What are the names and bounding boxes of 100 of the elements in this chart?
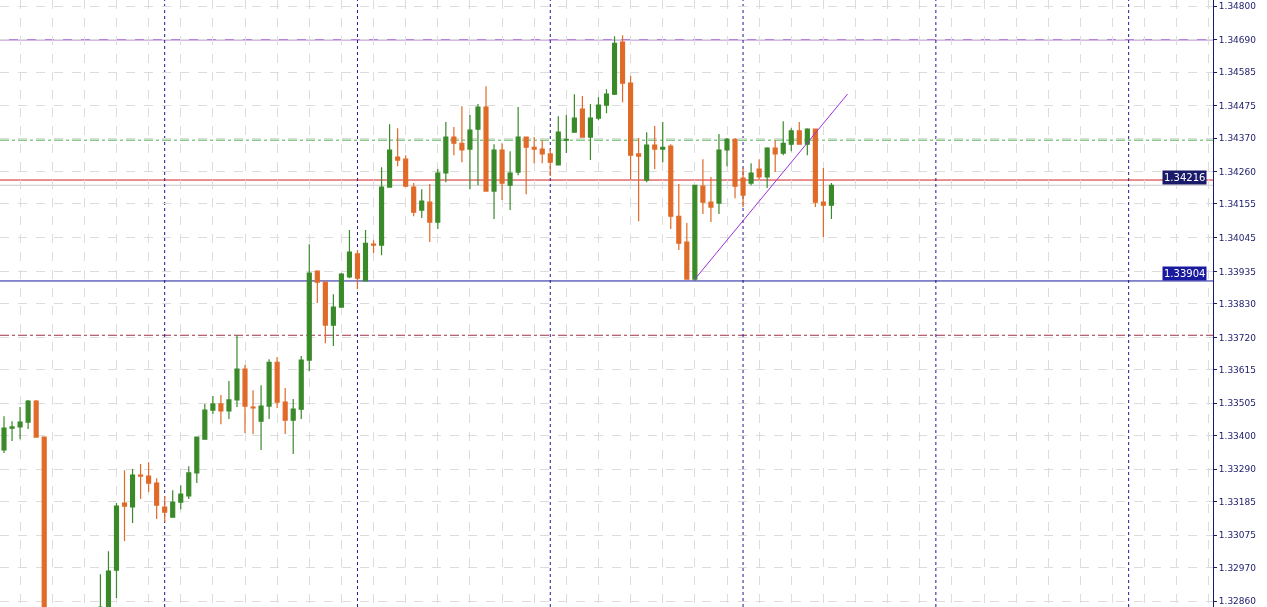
y-tick-label: 1.34045	[1218, 232, 1257, 243]
candlestick	[724, 137, 730, 167]
candlestick	[290, 398, 296, 455]
candlestick	[636, 137, 642, 222]
candlestick	[282, 387, 288, 435]
y-tick-label: 1.33830	[1218, 298, 1257, 309]
candlestick	[266, 358, 272, 420]
candlestick	[708, 176, 714, 223]
ref-line-label: 1.33904	[1164, 268, 1206, 279]
candlestick	[362, 229, 369, 282]
y-tick-label: 1.34475	[1218, 100, 1257, 111]
candlestick	[1, 415, 7, 454]
y-tick-label: 1.33720	[1218, 332, 1257, 343]
candlestick	[515, 106, 521, 176]
candlestick	[668, 143, 674, 230]
candlestick	[748, 162, 754, 186]
candlestick	[828, 182, 834, 220]
candlestick	[427, 183, 433, 243]
candlestick	[210, 395, 216, 415]
candlestick	[475, 103, 481, 186]
candlestick	[644, 131, 650, 183]
candlestick	[338, 272, 344, 308]
candlestick	[483, 85, 489, 192]
y-tick-label: 1.33505	[1218, 398, 1257, 409]
candlestick	[764, 146, 770, 189]
candlestick	[113, 502, 120, 599]
candlestick	[716, 133, 722, 215]
candlestick	[330, 293, 336, 347]
candlestick	[700, 158, 706, 215]
candlestick	[129, 468, 136, 524]
candlestick	[620, 34, 626, 103]
candlestick	[162, 495, 168, 523]
candlestick	[451, 126, 457, 156]
candlestick	[579, 95, 585, 138]
candlestick	[298, 355, 304, 420]
candlestick	[17, 406, 23, 440]
candlestick	[379, 166, 385, 256]
candlestick	[138, 463, 144, 500]
candlestick	[595, 96, 602, 121]
candlestick	[419, 188, 425, 219]
candlestick	[274, 356, 280, 409]
candlestick	[97, 573, 103, 607]
candlestick	[154, 477, 160, 520]
candlestick	[33, 399, 39, 438]
ref-line-label: 1.34216	[1164, 172, 1206, 183]
y-tick-label: 1.33075	[1218, 530, 1257, 541]
candlestick	[587, 103, 593, 161]
candlestick	[202, 403, 208, 440]
candlestick	[242, 364, 248, 434]
y-tick-label: 1.34260	[1218, 166, 1257, 177]
candlestick	[170, 489, 176, 518]
candlestick	[732, 137, 738, 199]
candlestick	[812, 128, 818, 208]
y-tick-label: 1.34155	[1218, 199, 1257, 210]
candlestick	[547, 148, 553, 177]
candlestick	[788, 127, 794, 152]
candlestick	[258, 384, 264, 451]
candlestick	[354, 249, 361, 290]
candlestick	[531, 136, 537, 164]
candlestick	[772, 139, 778, 173]
candlestick	[507, 150, 513, 211]
candlestick	[499, 142, 505, 201]
candlestick	[684, 222, 690, 280]
candlestick	[234, 334, 240, 408]
y-tick-label: 1.34800	[1218, 1, 1257, 12]
candlestick	[403, 154, 409, 188]
candlestick	[523, 136, 529, 195]
candlestick	[346, 229, 353, 279]
y-tick-label: 1.33615	[1218, 364, 1257, 375]
candlestick	[804, 127, 810, 156]
candlestick	[186, 465, 192, 500]
candlestick	[780, 120, 786, 156]
candlestick	[411, 182, 417, 217]
candlestick	[105, 550, 112, 607]
candlestick	[41, 436, 47, 607]
candlestick	[395, 127, 401, 167]
candlestick	[539, 139, 545, 164]
candlestick	[628, 75, 634, 181]
candlestick	[611, 35, 618, 96]
candlestick	[194, 436, 200, 484]
y-tick-label: 1.33185	[1218, 496, 1257, 507]
candlestick	[443, 121, 449, 183]
candlestick	[387, 123, 393, 188]
candlestick	[370, 239, 377, 254]
candlestick	[660, 121, 666, 163]
candlestick	[652, 125, 658, 170]
candlestick	[603, 88, 610, 114]
candlestick	[25, 399, 31, 430]
y-tick-label: 1.33400	[1218, 430, 1257, 441]
candlestick	[218, 394, 224, 425]
y-tick-label: 1.34690	[1218, 35, 1257, 46]
candlestick	[306, 243, 312, 372]
candlestick	[796, 121, 802, 145]
candlestick	[740, 167, 746, 208]
candlestick	[692, 184, 698, 282]
candlestick	[491, 143, 497, 220]
candlestick	[146, 461, 152, 493]
y-tick-label: 1.34370	[1218, 133, 1257, 144]
candlestick	[756, 158, 762, 181]
y-tick-label: 1.32860	[1218, 596, 1257, 607]
